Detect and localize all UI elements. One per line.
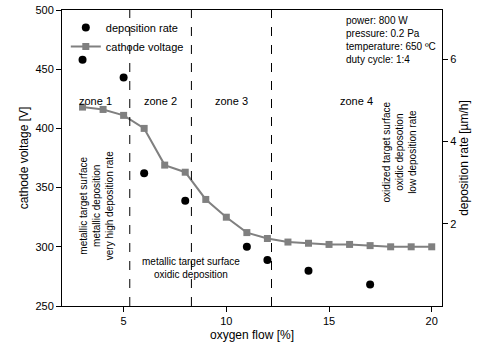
svg-text:500: 500 bbox=[35, 4, 53, 16]
svg-text:cathode voltage: cathode voltage bbox=[106, 41, 184, 53]
svg-text:zone 4: zone 4 bbox=[340, 95, 373, 107]
svg-text:450: 450 bbox=[35, 63, 53, 75]
svg-text:metallic target surfacemetalli: metallic target surfacemetallic depositi… bbox=[78, 151, 115, 260]
svg-text:20: 20 bbox=[426, 315, 438, 327]
svg-text:cathode voltage [V]: cathode voltage [V] bbox=[17, 107, 31, 210]
svg-text:2: 2 bbox=[450, 218, 456, 230]
svg-text:deposition rate [µm/h]: deposition rate [µm/h] bbox=[457, 100, 471, 216]
svg-text:4: 4 bbox=[450, 135, 456, 147]
svg-text:oxygen flow [%]: oxygen flow [%] bbox=[210, 328, 294, 342]
svg-text:zone 3: zone 3 bbox=[215, 95, 248, 107]
svg-text:power: 800 Wpressure: 0.2 Pate: power: 800 Wpressure: 0.2 Patemperature:… bbox=[346, 15, 436, 65]
svg-text:oxidized target surfaceoxidic: oxidized target surfaceoxidic deposotion… bbox=[381, 101, 418, 202]
svg-text:6: 6 bbox=[450, 53, 456, 65]
svg-text:250: 250 bbox=[35, 300, 53, 312]
svg-text:350: 350 bbox=[35, 181, 53, 193]
svg-text:10: 10 bbox=[220, 315, 232, 327]
svg-text:300: 300 bbox=[35, 241, 53, 253]
svg-text:zone 1: zone 1 bbox=[79, 95, 112, 107]
svg-text:metallic target surfaceoxidic: metallic target surfaceoxidic deposition bbox=[142, 256, 240, 280]
svg-text:400: 400 bbox=[35, 122, 53, 134]
svg-text:15: 15 bbox=[323, 315, 335, 327]
svg-text:deposition rate: deposition rate bbox=[106, 22, 178, 34]
svg-text:5: 5 bbox=[121, 315, 127, 327]
svg-text:zone 2: zone 2 bbox=[144, 95, 177, 107]
